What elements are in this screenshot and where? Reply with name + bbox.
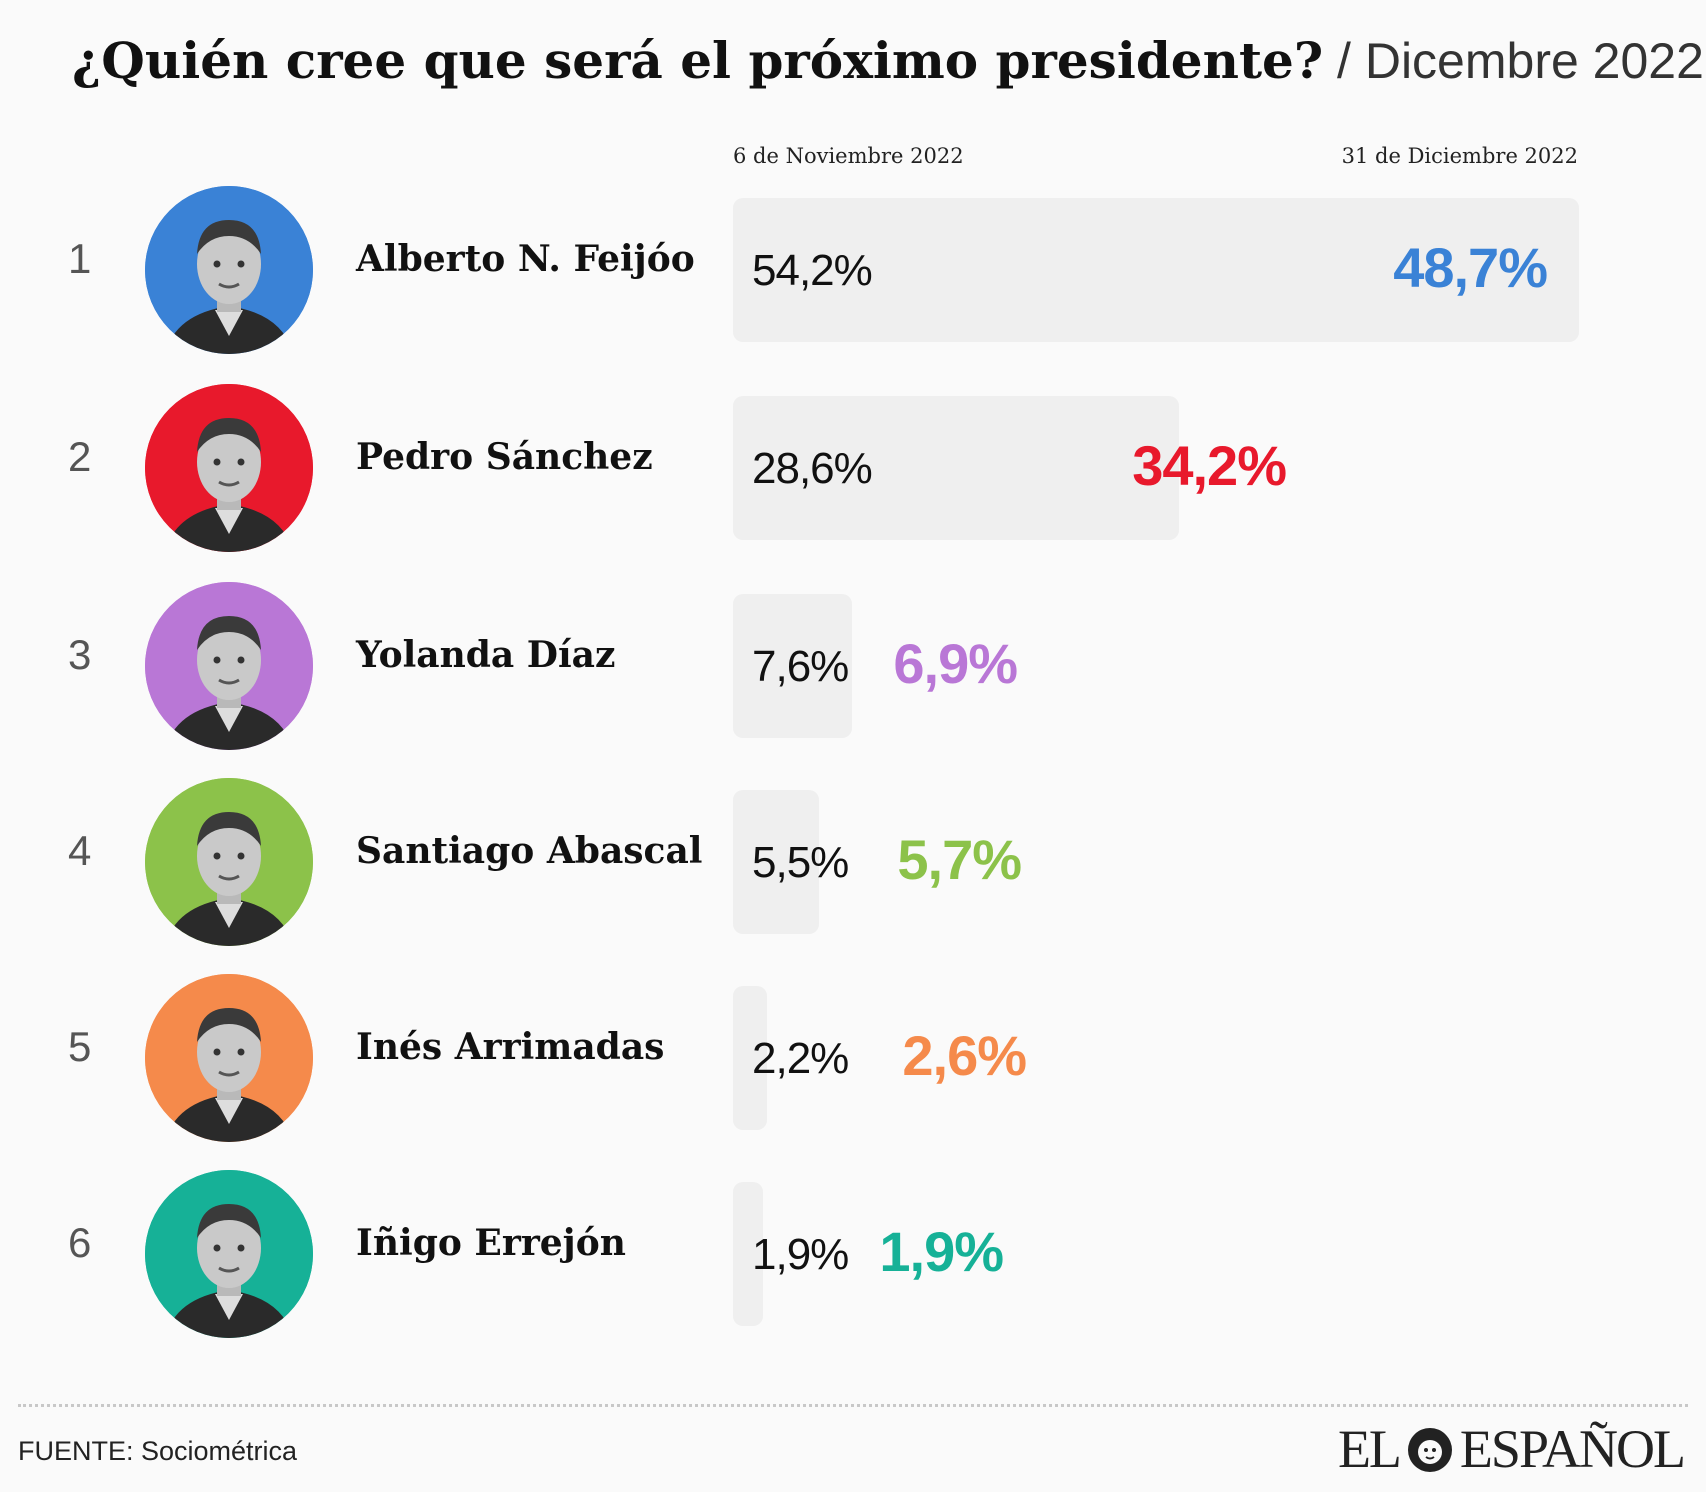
candidate-row: 4 Santiago Abascal 5,5% 5,7% [0,778,1706,946]
portrait-icon [145,582,313,750]
candidate-row: 1 Alberto N. Feijóo 54,2% 48,7% [0,186,1706,354]
lion-icon [1404,1423,1456,1475]
value-december: 48,7% [1393,236,1548,299]
footer-divider [18,1404,1688,1407]
column-label-old: 6 de Noviembre 2022 [733,144,964,168]
bar-november [733,986,767,1130]
bar-november [733,396,1179,540]
bar-november [733,1182,763,1326]
value-december: 6,9% [893,632,1018,695]
value-november: 54,2% [752,246,873,295]
logo-text-left: EL [1337,1419,1402,1479]
portrait-icon [145,1170,313,1338]
rank-number: 6 [68,1219,92,1266]
rank-number: 1 [68,235,92,282]
value-december: 1,9% [879,1220,1004,1283]
portrait-icon [145,974,313,1142]
candidate-row: 5 Inés Arrimadas 2,2% 2,6% [0,974,1706,1142]
rank-number: 4 [68,827,92,874]
logo-text-right: ESPAÑOL [1459,1419,1686,1479]
candidate-name: Iñigo Errejón [356,1222,626,1264]
title-date: / Dicembre 2022 [1323,33,1704,89]
value-november: 28,6% [752,444,873,493]
candidate-name: Yolanda Díaz [356,634,616,676]
value-december: 34,2% [1132,434,1287,497]
rank-number: 2 [68,433,92,480]
portrait-icon [145,186,313,354]
value-november: 2,2% [752,1034,849,1083]
candidate-name: Alberto N. Feijóo [356,238,695,280]
chart-title: ¿Quién cree que será el próximo presiden… [72,28,1704,94]
portrait-icon [145,778,313,946]
value-december: 2,6% [902,1024,1027,1087]
rank-number: 5 [68,1023,92,1070]
candidate-name: Santiago Abascal [356,830,703,872]
title-main: ¿Quién cree que será el próximo presiden… [72,31,1324,90]
candidate-row: 3 Yolanda Díaz 7,6% 6,9% [0,582,1706,750]
bar-november [733,790,819,934]
value-november: 7,6% [752,642,849,691]
candidate-name: Pedro Sánchez [356,436,653,478]
source-note: FUENTE: Sociométrica [18,1436,298,1466]
candidate-row: 2 Pedro Sánchez 28,6% 34,2% [0,384,1706,552]
rank-number: 3 [68,631,92,678]
candidate-name: Inés Arrimadas [356,1026,665,1068]
value-november: 5,5% [752,838,849,887]
column-label-new: 31 de Diciembre 2022 [1341,144,1578,168]
value-november: 1,9% [752,1230,849,1279]
bar-november [733,198,1579,342]
portrait-icon [145,384,313,552]
value-december: 5,7% [897,828,1022,891]
brand-logo: EL ESPAÑOL [1337,1418,1686,1480]
bar-november [733,594,852,738]
candidate-row: 6 Iñigo Errejón 1,9% 1,9% [0,1170,1706,1338]
